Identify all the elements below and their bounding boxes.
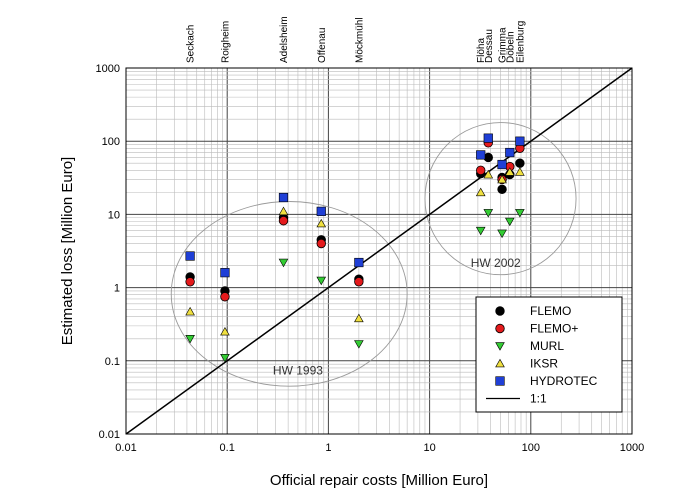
point-hydrotec xyxy=(505,147,515,158)
legend-label-flemo: FLEMO xyxy=(530,304,571,318)
y-tick-label: 100 xyxy=(102,136,120,148)
x-tick-label: 1 xyxy=(325,442,331,454)
point-murl xyxy=(316,276,327,286)
point-hydrotec xyxy=(483,133,493,143)
point-murl xyxy=(278,258,289,268)
point-murl xyxy=(504,217,515,227)
point-flemo xyxy=(220,292,230,302)
y-axis-title: Estimated loss [Million Euro] xyxy=(59,157,76,345)
x-axis-title: Official repair costs [Million Euro] xyxy=(270,472,488,489)
point-iksr xyxy=(278,206,289,216)
y-tick-label: 1 xyxy=(114,283,120,295)
point-hydrotec xyxy=(476,150,486,160)
point-hydrotec xyxy=(278,192,289,203)
point-murl xyxy=(483,209,494,218)
reference-line-group xyxy=(125,67,633,435)
point-iksr xyxy=(220,326,230,336)
group-ellipse xyxy=(424,122,577,276)
y-tick-label: 0.1 xyxy=(105,356,120,368)
point-flemo xyxy=(515,158,525,168)
y-tick-label: 1000 xyxy=(96,63,120,75)
group-ellipses xyxy=(170,122,577,387)
point-iksr xyxy=(483,169,494,179)
point-murl xyxy=(475,226,486,236)
annotations: HW 1993 HW 2002 xyxy=(273,256,521,377)
point-iksr xyxy=(185,306,195,316)
point-hydrotec xyxy=(185,251,195,261)
annotation-label: HW 1993 xyxy=(273,363,323,377)
legend-box xyxy=(475,296,623,413)
point-flemo xyxy=(497,184,507,195)
location-label: Offenau xyxy=(317,28,328,63)
legend-marker-flemo xyxy=(495,323,505,334)
point-hydrotec xyxy=(316,206,326,216)
point-hydrotec xyxy=(354,257,364,268)
point-flemo xyxy=(354,277,364,287)
reference-line-1-1 xyxy=(125,67,633,435)
location-label: Flöha xyxy=(476,38,487,63)
point-murl xyxy=(185,335,195,344)
location-label: Adelsheim xyxy=(279,16,290,63)
legend-label-iksr: IKSR xyxy=(530,357,558,371)
location-label: Grimma xyxy=(498,27,509,63)
location-labels: Seckach Roigheim Adelsheim Offenau Möckmühl F… xyxy=(186,16,527,63)
point-iksr xyxy=(497,174,507,184)
point-iksr xyxy=(354,313,364,323)
point-hydrotec xyxy=(220,268,230,278)
location-label: Seckach xyxy=(186,25,197,63)
y-tick-label: 10 xyxy=(108,209,120,221)
x-tick-label: 100 xyxy=(522,442,540,454)
point-flemo xyxy=(278,216,289,226)
location-label: Möckmühl xyxy=(354,17,365,63)
legend-marker-murl xyxy=(495,342,505,351)
legend-label-1-1: 1:1 xyxy=(530,392,547,406)
point-iksr xyxy=(504,167,515,176)
point-iksr xyxy=(515,167,525,176)
point-murl xyxy=(515,209,525,218)
legend-marker-iksr xyxy=(495,358,505,368)
point-murl xyxy=(497,229,507,239)
point-flemo xyxy=(316,238,326,249)
group-ellipse xyxy=(170,201,408,387)
plot-frame xyxy=(125,67,633,435)
y-axis-ticks: 0.01 0.1 1 10 100 1000 xyxy=(96,63,120,441)
annotation-label: HW 2002 xyxy=(471,256,521,270)
location-label: Roigheim xyxy=(220,21,231,63)
x-tick-label: 10 xyxy=(423,442,435,454)
legend-label-hydrotec: HYDROTEC xyxy=(530,374,598,388)
legend-marker-flemo xyxy=(495,306,505,316)
legend-label-flemo: FLEMO+ xyxy=(530,322,578,336)
location-label: Dessau xyxy=(484,29,495,63)
legend-marker-hydrotec xyxy=(495,376,505,386)
x-tick-label: 0.01 xyxy=(115,442,136,454)
legend: FLEMO FLEMO+ MURL IKSR HYDROTEC 1:1 xyxy=(475,296,623,413)
location-label: Döbeln xyxy=(505,31,516,63)
y-tick-label: 0.01 xyxy=(99,429,120,441)
legend-label-murl: MURL xyxy=(530,339,564,353)
point-iksr xyxy=(475,187,486,197)
x-tick-label: 0.1 xyxy=(220,442,235,454)
location-label: Eilenburg xyxy=(515,21,526,63)
point-hydrotec xyxy=(515,136,525,146)
x-tick-label: 1000 xyxy=(620,442,644,454)
point-iksr xyxy=(316,218,327,228)
data-points xyxy=(185,133,525,363)
point-flemo xyxy=(476,165,486,176)
point-flemo xyxy=(185,277,195,287)
x-axis-ticks: 0.01 0.1 1 10 100 1000 xyxy=(115,442,644,454)
point-murl xyxy=(354,340,364,349)
point-hydrotec xyxy=(497,159,507,170)
point-murl xyxy=(220,354,230,363)
